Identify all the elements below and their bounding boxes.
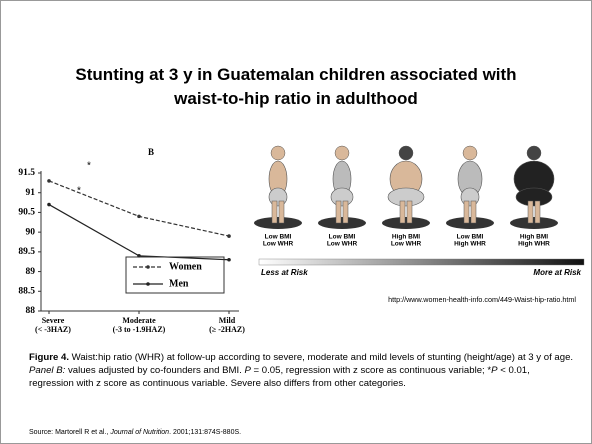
y-tick-label: 91.5 bbox=[18, 168, 35, 178]
figure-label: Low BMI bbox=[457, 234, 484, 241]
y-tick-label: 91 bbox=[26, 188, 36, 198]
figure bbox=[254, 145, 302, 229]
x-tick-label: Mild bbox=[219, 316, 236, 325]
source: Source: Martorell R et al., Journal of N… bbox=[29, 429, 241, 436]
figure-leg bbox=[278, 200, 285, 224]
figure-shadow bbox=[510, 217, 558, 229]
caption-part: values adjusted by co-founders and BMI. bbox=[65, 365, 245, 376]
annotation: * bbox=[77, 186, 81, 197]
figure-shadow bbox=[318, 217, 366, 229]
y-tick-label: 89.5 bbox=[18, 247, 35, 257]
figure-leg bbox=[527, 200, 534, 224]
point bbox=[47, 179, 51, 183]
y-tick-label: 89 bbox=[26, 267, 36, 277]
x-tick-sublabel: (≥ -2HAZ) bbox=[209, 325, 245, 334]
figure-head bbox=[526, 145, 542, 161]
legend-marker bbox=[146, 265, 150, 269]
figure-label: High WHR bbox=[518, 241, 550, 248]
figure-shadow bbox=[446, 217, 494, 229]
figure-head bbox=[462, 145, 478, 161]
figure bbox=[382, 145, 430, 229]
figure-leg bbox=[406, 200, 413, 224]
figure-leg bbox=[463, 200, 470, 224]
line-series bbox=[48, 180, 230, 237]
figure-label: High BMI bbox=[392, 234, 420, 241]
figure-shadow bbox=[254, 217, 302, 229]
caption-part: Waist:hip ratio (WHR) at follow-up accor… bbox=[68, 352, 574, 363]
figure-leg bbox=[335, 200, 342, 224]
figure-hips bbox=[460, 187, 480, 207]
x-tick-label: Severe bbox=[42, 316, 65, 325]
figure-leg bbox=[534, 200, 541, 224]
caption-part: Figure 4. bbox=[29, 352, 69, 363]
source-part: . 2001;131:874S-880S. bbox=[169, 429, 242, 436]
legend-label: Men bbox=[169, 278, 189, 289]
figure-label: Low BMI bbox=[265, 234, 292, 241]
title-line: waist-to-hip ratio in adulthood bbox=[174, 89, 418, 108]
figure-shadow bbox=[382, 217, 430, 229]
source-part: Journal of Nutrition bbox=[110, 429, 170, 436]
figure-hips bbox=[515, 187, 553, 207]
caption-part: P bbox=[491, 365, 498, 376]
point bbox=[47, 202, 51, 207]
figure-hips bbox=[387, 187, 425, 207]
figure-label: Low BMI bbox=[329, 234, 356, 241]
panel-label: B bbox=[148, 147, 154, 157]
y-tick-label: 90 bbox=[26, 227, 36, 237]
figure-hips bbox=[330, 187, 354, 207]
figure-leg bbox=[271, 200, 278, 224]
risk-label: More at Risk bbox=[533, 268, 581, 277]
y-tick-label: 90.5 bbox=[18, 208, 35, 218]
figure-label: High WHR bbox=[454, 241, 486, 248]
risk-bar bbox=[258, 258, 585, 266]
x-tick-sublabel: (-3 to -1.9HAZ) bbox=[113, 325, 166, 334]
figure bbox=[510, 145, 558, 229]
x-tick-label: Moderate bbox=[122, 316, 156, 325]
figure-head bbox=[334, 145, 350, 161]
source-part: Source: Martorell R et al., bbox=[29, 429, 111, 436]
figure-label: Low WHR bbox=[327, 241, 358, 248]
figure bbox=[446, 145, 494, 229]
annotation: * bbox=[87, 161, 91, 172]
figure-leg bbox=[470, 200, 477, 224]
image-url: http://www.women-health-info.com/449-Wai… bbox=[388, 295, 576, 304]
graphics: B 88 88.5 89 89.5 90 90.5 91 91.5 Severe(< -3HAZ)… bbox=[18, 145, 585, 334]
point bbox=[137, 214, 141, 219]
y-tick-label: 88.5 bbox=[18, 286, 35, 296]
figure-label: Low WHR bbox=[263, 241, 294, 248]
caption: Figure 4. Waist:hip ratio (WHR) at follo… bbox=[29, 351, 574, 390]
figure bbox=[318, 145, 366, 229]
figure-head bbox=[270, 145, 286, 161]
line-series bbox=[48, 204, 230, 261]
figure-leg bbox=[342, 200, 349, 224]
point bbox=[227, 234, 231, 238]
figure-label: Low WHR bbox=[391, 241, 422, 248]
x-tick-sublabel: (< -3HAZ) bbox=[35, 325, 71, 334]
legend-label: Women bbox=[169, 261, 202, 272]
point bbox=[227, 257, 231, 262]
caption-part: Panel B: bbox=[29, 365, 66, 376]
title-line: Stunting at 3 y in Guatemalan children a… bbox=[75, 65, 517, 84]
caption-part: < 0.01, regression with z score as conti… bbox=[29, 365, 530, 389]
caption-part: P bbox=[244, 365, 251, 376]
legend-marker bbox=[146, 282, 150, 286]
figure-hips bbox=[268, 187, 288, 207]
figure-leg bbox=[399, 200, 406, 224]
figure-label: High BMI bbox=[520, 234, 548, 241]
caption-part: = 0.05, regression with z score as conti… bbox=[250, 365, 492, 376]
y-tick-label: 88 bbox=[26, 306, 36, 316]
legend-box bbox=[125, 256, 225, 294]
figure-head bbox=[398, 145, 414, 161]
risk-label: Less at Risk bbox=[261, 268, 308, 277]
